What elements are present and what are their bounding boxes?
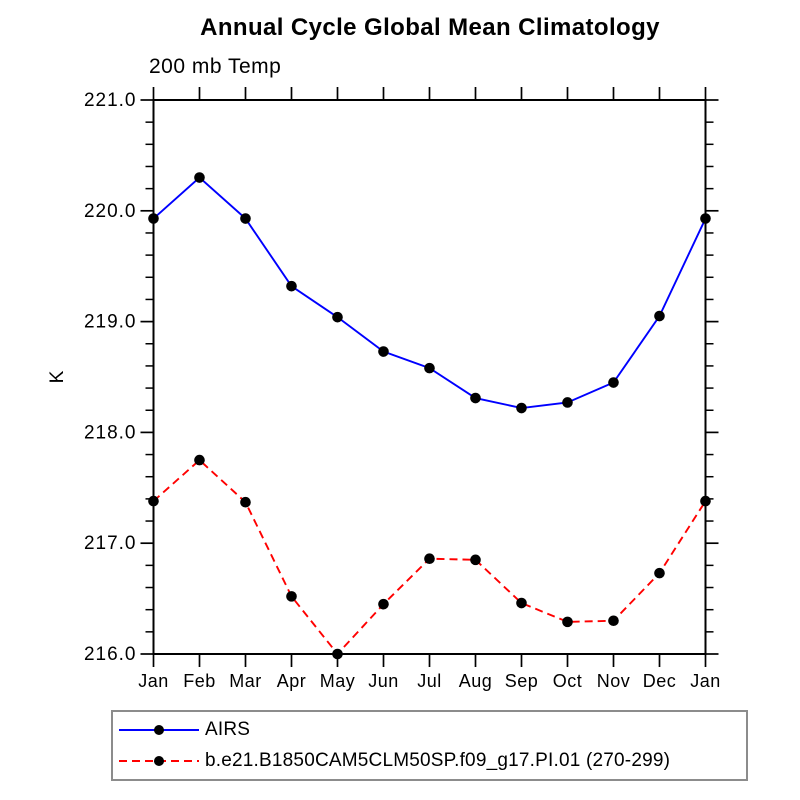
y-axis-tick-labels: 216.0 217.0 218.0 219.0 220.0 221.0 [84, 90, 137, 665]
y-tick-label: 221.0 [84, 90, 137, 111]
x-tick-label: Oct [553, 671, 583, 691]
data-point-marker [562, 616, 573, 628]
legend: AIRS b.e21.B1850CAM5CLM50SP.f09_g17.PI.0… [111, 710, 748, 781]
legend-line-sample-airs [119, 724, 199, 735]
data-point-marker [286, 591, 297, 602]
data-point-marker [608, 615, 619, 627]
x-axis-ticks [152, 87, 707, 667]
data-point-marker [654, 567, 665, 579]
x-tick-label: Mar [229, 671, 262, 691]
data-point-marker [516, 402, 527, 414]
x-tick-label: Apr [277, 671, 307, 691]
x-axis-tick-labels: Jan Feb Mar Apr May Jun Jul Aug Sep Oct Nov Dec Jan [138, 671, 721, 691]
x-tick-label: Nov [597, 671, 631, 691]
legend-label-airs: AIRS [205, 718, 251, 740]
data-point-marker [240, 213, 251, 224]
data-point-marker [332, 311, 343, 323]
data-point-marker [194, 172, 205, 183]
data-point-marker [562, 397, 573, 408]
page-title: Annual Cycle Global Mean Climatology [200, 14, 660, 41]
data-point-marker [378, 598, 389, 610]
x-tick-label: Jun [368, 671, 399, 691]
data-point-marker [240, 496, 251, 508]
data-point-marker [700, 213, 711, 224]
series-line [152, 176, 707, 409]
chart-subtitle: 200 mb Temp [149, 55, 282, 78]
data-point-marker [470, 392, 481, 404]
data-point-marker [470, 554, 481, 566]
data-point-marker [194, 454, 205, 466]
legend-sample-marker [154, 724, 164, 735]
data-point-marker [332, 648, 343, 660]
legend-item-model: b.e21.B1850CAM5CLM50SP.f09_g17.PI.01 (27… [116, 747, 746, 775]
y-tick-label: 217.0 [84, 533, 137, 554]
x-tick-label: Jan [690, 671, 721, 691]
legend-line-sample-model [119, 756, 199, 767]
x-tick-label: Jul [417, 671, 442, 691]
y-tick-label: 220.0 [84, 201, 137, 222]
data-point-marker [654, 310, 665, 322]
y-tick-label: 219.0 [84, 312, 137, 333]
data-point-marker [424, 362, 435, 374]
data-point-marker [286, 280, 297, 292]
y-tick-label: 216.0 [84, 644, 137, 665]
data-point-marker [700, 495, 711, 507]
data-point-marker [516, 597, 527, 609]
data-point-marker [608, 377, 619, 388]
legend-sample-marker [154, 756, 164, 767]
y-tick-label: 218.0 [84, 422, 137, 443]
data-point-marker [148, 213, 159, 224]
data-point-marker [378, 346, 389, 357]
x-tick-label: Feb [183, 671, 216, 691]
x-tick-label: Jan [138, 671, 169, 691]
series-model [148, 454, 711, 660]
data-point-marker [424, 553, 435, 565]
legend-item-airs: AIRS [116, 716, 746, 744]
series-airs [148, 172, 711, 414]
x-tick-label: Aug [459, 671, 493, 691]
axes-frame [152, 99, 707, 655]
x-tick-label: Sep [505, 671, 539, 691]
legend-label-model: b.e21.B1850CAM5CLM50SP.f09_g17.PI.01 (27… [205, 750, 671, 772]
y-axis-ticks [140, 99, 719, 655]
x-tick-label: Dec [643, 671, 677, 691]
x-tick-label: May [320, 671, 356, 691]
data-point-marker [148, 495, 159, 507]
